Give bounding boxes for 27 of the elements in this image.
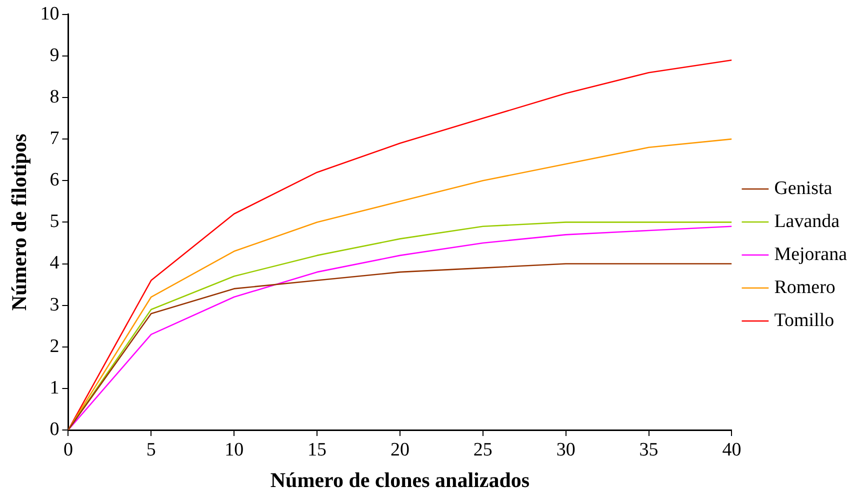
- x-tick-label: 25: [473, 439, 492, 460]
- x-axis-title: Número de clones analizados: [270, 468, 530, 492]
- x-tick-label: 10: [224, 439, 244, 460]
- y-tick-label: 1: [50, 377, 60, 398]
- x-tick-label: 15: [308, 439, 327, 460]
- y-tick-label: 5: [50, 211, 60, 232]
- y-tick-label: 9: [50, 44, 60, 66]
- legend-label: Genista: [774, 178, 833, 199]
- x-tick-label: 0: [63, 439, 73, 460]
- y-tick-label: 3: [50, 294, 60, 316]
- y-axis-title: Número de filotipos: [7, 134, 32, 311]
- x-tick-label: 30: [556, 439, 576, 460]
- x-tick-label: 5: [146, 439, 156, 460]
- x-tick-label: 20: [390, 439, 410, 460]
- y-tick-label: 10: [40, 3, 60, 24]
- legend-label: Lavanda: [774, 210, 840, 232]
- x-tick-label: 40: [722, 439, 742, 460]
- y-tick-label: 2: [50, 336, 60, 357]
- y-tick-label: 6: [50, 170, 60, 191]
- x-tick-label: 35: [639, 439, 658, 460]
- legend-label: Romero: [774, 276, 836, 298]
- y-tick-label: 0: [50, 418, 60, 440]
- y-tick-label: 4: [50, 252, 60, 274]
- y-tick-label: 7: [50, 128, 60, 150]
- legend-label: Tomillo: [774, 310, 834, 331]
- y-tick-label: 8: [50, 86, 60, 108]
- legend-label: Mejorana: [774, 244, 848, 265]
